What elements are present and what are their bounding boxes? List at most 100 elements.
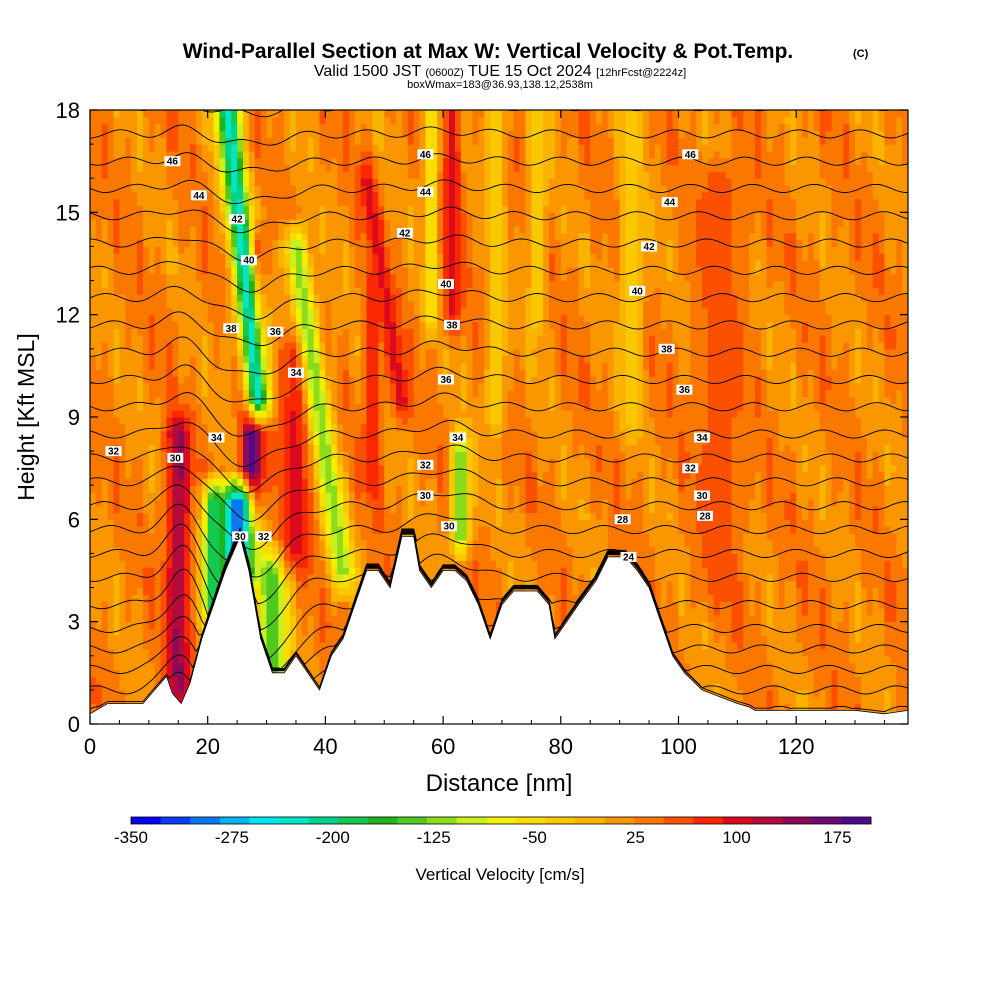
velocity-cell [248, 478, 256, 486]
velocity-cell [166, 594, 173, 602]
velocity-cell [213, 294, 221, 302]
velocity-cell [107, 676, 115, 684]
velocity-cell [231, 485, 238, 493]
velocity-cell [166, 212, 173, 220]
velocity-cell [307, 191, 315, 200]
velocity-cell [313, 157, 321, 166]
velocity-cell [148, 410, 156, 418]
velocity-cell [95, 526, 103, 534]
velocity-cell [360, 539, 368, 548]
velocity-cell [101, 376, 109, 384]
velocity-cell [148, 116, 156, 125]
velocity-cell [142, 335, 150, 343]
velocity-cell [378, 219, 385, 227]
velocity-cell [401, 314, 409, 323]
velocity-cell [343, 123, 350, 132]
velocity-cell [307, 294, 315, 302]
velocity-cell [248, 335, 256, 343]
velocity-cell [290, 635, 297, 643]
velocity-cell [178, 205, 185, 213]
velocity-cell [166, 526, 173, 534]
velocity-cell [313, 123, 321, 132]
velocity-cell [154, 144, 162, 152]
velocity-cell [142, 464, 150, 473]
velocity-cell [348, 144, 356, 152]
velocity-cell [407, 471, 415, 479]
velocity-cell [172, 614, 179, 623]
velocity-cell [354, 553, 362, 561]
velocity-cell [101, 239, 109, 248]
velocity-cell [137, 164, 144, 172]
velocity-cell [201, 382, 209, 391]
velocity-cell [160, 130, 168, 138]
velocity-cell [407, 410, 415, 418]
velocity-cell [154, 417, 162, 425]
velocity-cell [284, 642, 291, 650]
velocity-cell [237, 225, 244, 234]
velocity-cell [184, 396, 191, 404]
velocity-cell [266, 560, 274, 568]
velocity-cell [137, 198, 144, 207]
velocity-cell [113, 362, 121, 370]
velocity-cell [290, 164, 297, 172]
velocity-cell [90, 376, 97, 384]
velocity-cell [207, 314, 215, 323]
velocity-cell [360, 321, 368, 329]
velocity-cell [401, 492, 409, 500]
velocity-cell [95, 512, 103, 520]
velocity-cell [260, 116, 268, 125]
velocity-cell [90, 287, 97, 295]
velocity-cell [160, 294, 168, 302]
velocity-cell [260, 526, 268, 534]
velocity-cell [190, 150, 197, 159]
velocity-cell [113, 321, 121, 329]
velocity-cell [137, 403, 144, 411]
velocity-cell [166, 144, 173, 152]
velocity-cell [195, 573, 203, 582]
velocity-cell [125, 335, 132, 343]
velocity-cell [278, 130, 285, 138]
title-box-info: boxWmax=183@36.93,138.12,2538m [407, 79, 593, 91]
velocity-cell [119, 198, 126, 207]
velocity-cell [301, 369, 309, 377]
velocity-cell [231, 171, 238, 179]
velocity-cell [190, 294, 197, 302]
velocity-cell [295, 485, 303, 493]
velocity-cell [384, 417, 391, 425]
velocity-cell [313, 389, 321, 398]
velocity-cell [313, 307, 321, 316]
velocity-cell [166, 314, 173, 323]
velocity-cell [343, 532, 350, 541]
velocity-cell [172, 498, 179, 507]
velocity-cell [125, 669, 132, 677]
velocity-cell [148, 198, 156, 207]
velocity-cell [154, 225, 162, 234]
title-valid-utc: (0600Z) [425, 67, 464, 79]
velocity-cell [366, 355, 374, 364]
velocity-cell [166, 266, 173, 275]
velocity-cell [95, 335, 103, 343]
velocity-cell [307, 669, 315, 677]
velocity-cell [201, 225, 209, 234]
velocity-cell [284, 614, 291, 623]
velocity-cell [260, 137, 268, 145]
velocity-cell [166, 608, 173, 616]
velocity-cell [184, 478, 191, 486]
velocity-cell [237, 457, 244, 466]
velocity-cell [266, 430, 274, 439]
velocity-cell [219, 505, 226, 514]
velocity-cell [284, 471, 291, 479]
velocity-cell [107, 417, 115, 425]
velocity-cell [319, 457, 326, 466]
velocity-cell [284, 164, 291, 172]
velocity-cell [219, 335, 226, 343]
velocity-cell [301, 314, 309, 323]
velocity-cell [119, 621, 126, 630]
velocity-cell [225, 457, 232, 466]
velocity-cell [284, 253, 291, 261]
velocity-cell [284, 464, 291, 473]
velocity-cell [390, 560, 397, 568]
velocity-cell [90, 280, 97, 288]
velocity-cell [119, 280, 126, 288]
velocity-cell [107, 580, 115, 589]
